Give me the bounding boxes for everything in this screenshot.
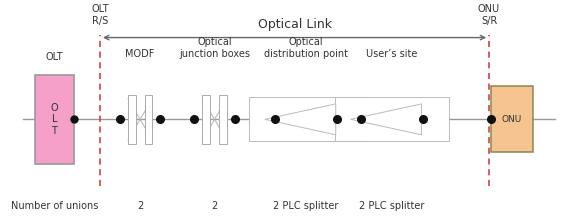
Text: Number of unions: Number of unions xyxy=(11,200,99,211)
Text: 2: 2 xyxy=(212,200,217,211)
Text: ONU
S/R: ONU S/R xyxy=(478,4,500,26)
Bar xyxy=(202,95,210,144)
Text: ONU: ONU xyxy=(502,115,522,124)
Text: O
L
T: O L T xyxy=(50,103,58,136)
Text: Optical
junction boxes: Optical junction boxes xyxy=(179,37,250,59)
Text: OLT: OLT xyxy=(46,52,63,62)
Polygon shape xyxy=(351,104,422,135)
Bar xyxy=(335,97,449,141)
Bar xyxy=(249,97,363,141)
Bar xyxy=(145,95,152,144)
Bar xyxy=(491,86,533,152)
Bar xyxy=(128,95,136,144)
Text: 2: 2 xyxy=(137,200,143,211)
Text: User’s site: User’s site xyxy=(366,49,418,59)
Polygon shape xyxy=(265,104,336,135)
Text: 2 PLC splitter: 2 PLC splitter xyxy=(273,200,339,211)
Bar xyxy=(219,95,227,144)
Bar xyxy=(35,75,74,164)
Text: 2 PLC splitter: 2 PLC splitter xyxy=(359,200,424,211)
Text: OLT
R/S: OLT R/S xyxy=(92,4,109,26)
Text: MODF: MODF xyxy=(125,49,155,59)
Text: Optical Link: Optical Link xyxy=(257,18,332,31)
Text: Optical
distribution point: Optical distribution point xyxy=(264,37,348,59)
